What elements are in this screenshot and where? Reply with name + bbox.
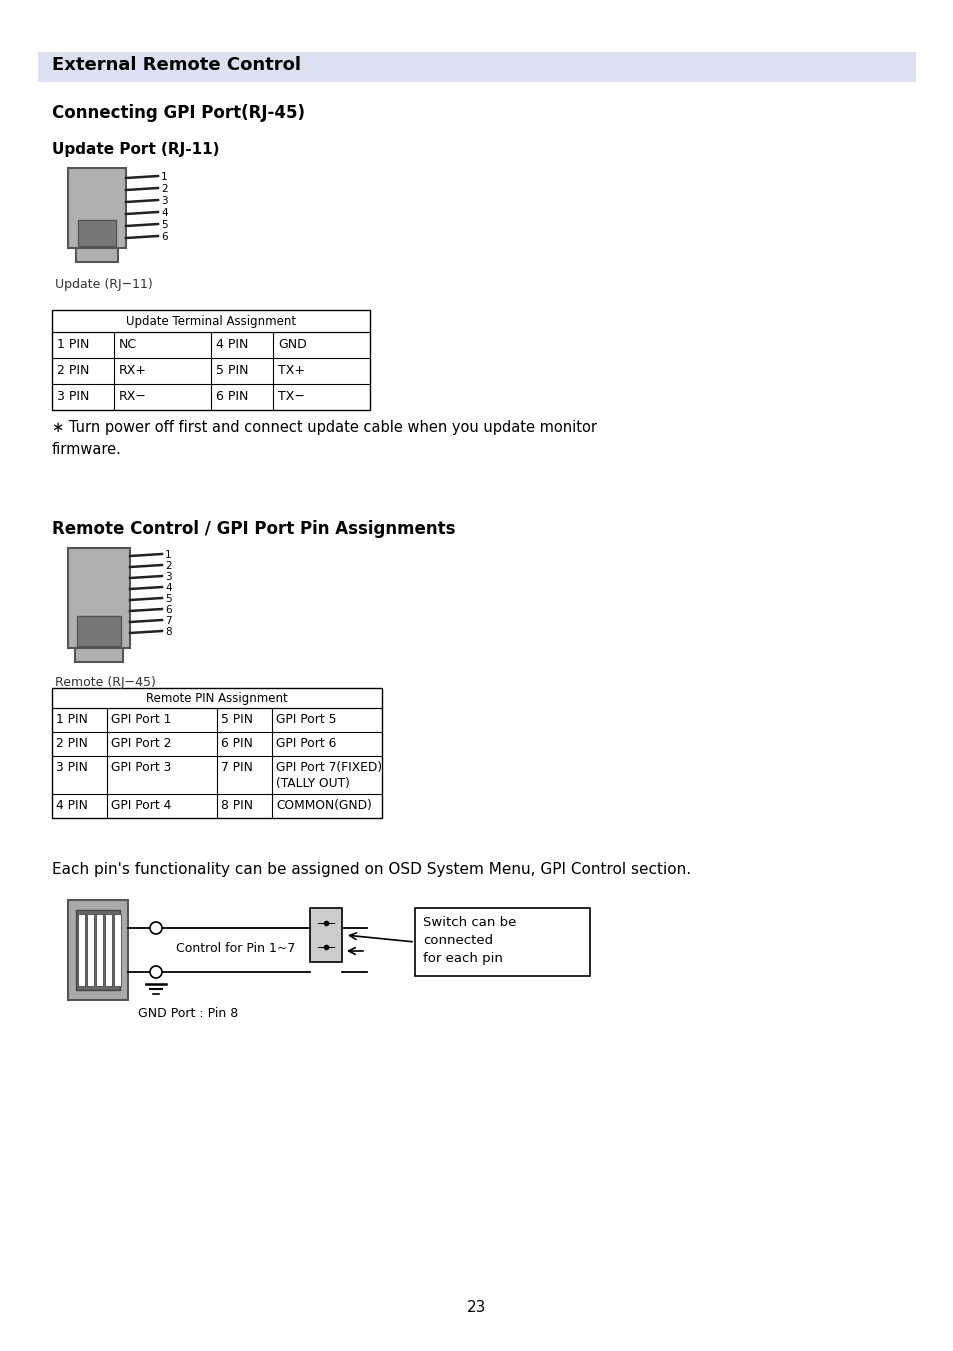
Text: GPI Port 7(FIXED)
(TALLY OUT): GPI Port 7(FIXED) (TALLY OUT) — [275, 761, 382, 790]
Text: GND: GND — [277, 338, 307, 351]
Bar — [68, 168, 126, 249]
Bar — [77, 616, 121, 646]
Text: COMMON(GND): COMMON(GND) — [275, 798, 372, 812]
Text: 4: 4 — [161, 208, 168, 218]
Text: GPI Port 6: GPI Port 6 — [275, 738, 336, 750]
Text: Switch can be
connected
for each pin: Switch can be connected for each pin — [422, 916, 516, 965]
Bar — [310, 908, 341, 962]
Bar — [96, 915, 103, 986]
Text: Connecting GPI Port(RJ-45): Connecting GPI Port(RJ-45) — [52, 104, 305, 122]
Bar — [75, 648, 123, 662]
Bar — [76, 249, 118, 262]
Bar — [68, 900, 128, 1000]
Text: 2: 2 — [161, 184, 168, 195]
Text: 3 PIN: 3 PIN — [57, 390, 90, 403]
Bar — [68, 549, 130, 648]
Bar — [105, 915, 112, 986]
Text: RX−: RX− — [119, 390, 147, 403]
Text: 6: 6 — [161, 232, 168, 242]
Bar — [38, 51, 915, 82]
Text: GPI Port 3: GPI Port 3 — [111, 761, 172, 774]
Text: 5: 5 — [165, 594, 172, 604]
Circle shape — [150, 966, 162, 978]
Text: External Remote Control: External Remote Control — [52, 55, 301, 74]
Text: Remote PIN Assignment: Remote PIN Assignment — [146, 692, 288, 705]
Text: Remote Control / GPI Port Pin Assignments: Remote Control / GPI Port Pin Assignment… — [52, 520, 455, 538]
Text: 1: 1 — [161, 172, 168, 182]
Text: TX−: TX− — [277, 390, 305, 403]
Text: Update (RJ−11): Update (RJ−11) — [55, 278, 152, 290]
Text: RX+: RX+ — [119, 363, 147, 377]
Text: 4: 4 — [165, 584, 172, 593]
Text: 1: 1 — [165, 550, 172, 561]
Text: 1 PIN: 1 PIN — [56, 713, 88, 725]
Text: 6 PIN: 6 PIN — [221, 738, 253, 750]
Text: GND Port : Pin 8: GND Port : Pin 8 — [138, 1006, 238, 1020]
Text: 5 PIN: 5 PIN — [215, 363, 248, 377]
Text: 4 PIN: 4 PIN — [215, 338, 248, 351]
Text: 7 PIN: 7 PIN — [221, 761, 253, 774]
Bar — [76, 911, 120, 990]
Bar — [52, 309, 370, 409]
Text: 3: 3 — [165, 571, 172, 582]
Text: 5 PIN: 5 PIN — [221, 713, 253, 725]
Text: NC: NC — [119, 338, 137, 351]
Text: GPI Port 1: GPI Port 1 — [111, 713, 172, 725]
Bar — [78, 220, 116, 246]
Text: 6: 6 — [165, 605, 172, 615]
Text: Remote (RJ−45): Remote (RJ−45) — [55, 676, 155, 689]
Text: Control for Pin 1~7: Control for Pin 1~7 — [175, 942, 295, 955]
Text: Each pin's functionality can be assigned on OSD System Menu, GPI Control section: Each pin's functionality can be assigned… — [52, 862, 690, 877]
Bar — [415, 908, 589, 975]
Text: 2 PIN: 2 PIN — [57, 363, 90, 377]
Text: 1 PIN: 1 PIN — [57, 338, 90, 351]
Text: 4 PIN: 4 PIN — [56, 798, 88, 812]
Text: 2: 2 — [165, 561, 172, 571]
Text: 3: 3 — [161, 196, 168, 205]
Text: GPI Port 4: GPI Port 4 — [111, 798, 172, 812]
Circle shape — [150, 921, 162, 934]
Bar — [78, 915, 85, 986]
Text: 7: 7 — [165, 616, 172, 626]
Text: 5: 5 — [161, 220, 168, 230]
Text: 2 PIN: 2 PIN — [56, 738, 88, 750]
Bar — [87, 915, 94, 986]
Text: 8 PIN: 8 PIN — [221, 798, 253, 812]
Text: 3 PIN: 3 PIN — [56, 761, 88, 774]
Text: ∗ Turn power off first and connect update cable when you update monitor
firmware: ∗ Turn power off first and connect updat… — [52, 420, 597, 457]
Text: GPI Port 5: GPI Port 5 — [275, 713, 336, 725]
Bar — [113, 915, 121, 986]
Text: TX+: TX+ — [277, 363, 305, 377]
Text: 23: 23 — [467, 1300, 486, 1315]
Bar — [52, 688, 381, 817]
Text: 8: 8 — [165, 627, 172, 638]
Text: Update Terminal Assignment: Update Terminal Assignment — [126, 315, 295, 328]
Text: GPI Port 2: GPI Port 2 — [111, 738, 172, 750]
Text: 6 PIN: 6 PIN — [215, 390, 248, 403]
Text: Update Port (RJ-11): Update Port (RJ-11) — [52, 142, 219, 157]
